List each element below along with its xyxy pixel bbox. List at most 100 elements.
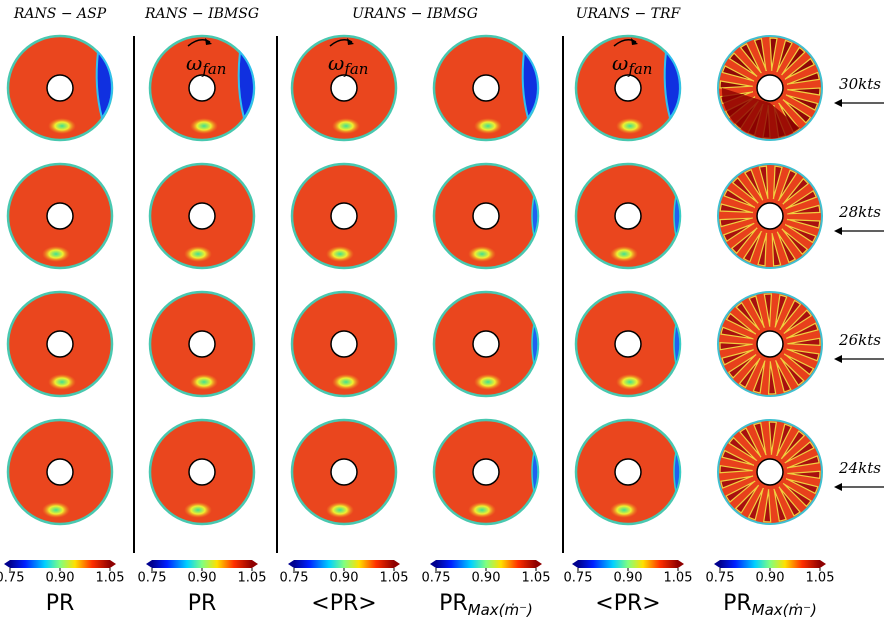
petal xyxy=(728,52,758,77)
contour-disc xyxy=(574,34,682,142)
petal xyxy=(723,188,755,209)
petal xyxy=(785,94,819,111)
hot-spot xyxy=(190,374,218,390)
petal xyxy=(727,353,757,379)
petal xyxy=(786,348,820,362)
hub xyxy=(614,330,642,358)
contour-disc xyxy=(6,418,114,526)
low-zone xyxy=(521,49,539,121)
contour-disc xyxy=(148,418,256,526)
petal xyxy=(778,486,801,517)
contour-disc xyxy=(574,162,682,270)
hot-spot xyxy=(474,374,502,390)
hot-spot xyxy=(48,374,76,390)
hub xyxy=(330,330,358,358)
label-main: PR xyxy=(46,591,75,616)
contour-disc xyxy=(6,34,114,142)
colorbar-label: PR xyxy=(188,591,217,616)
colorbar-tick-label: 0.75 xyxy=(0,571,24,586)
petal xyxy=(786,322,819,340)
hot-spot xyxy=(332,374,360,390)
arrow-head xyxy=(834,355,842,363)
colorbar-extend xyxy=(4,560,10,568)
colorbar-tick-label: 0.75 xyxy=(564,571,593,586)
petal xyxy=(757,232,768,267)
hub xyxy=(330,458,358,486)
row-label: 24kts xyxy=(838,459,881,477)
colorbar-tick-label: 1.05 xyxy=(380,571,409,586)
hub xyxy=(188,202,216,230)
petal xyxy=(753,38,768,71)
colorbar-extend xyxy=(572,560,578,568)
rotation-subscript: fan xyxy=(201,60,226,78)
petal xyxy=(739,427,762,458)
row-label: 28kts xyxy=(838,203,881,221)
hub xyxy=(756,74,784,102)
rotation-symbol: ω xyxy=(612,51,628,75)
colorbar-label: PRMax(ṁ⁻) xyxy=(439,591,533,619)
colorbar-tick-label: 1.05 xyxy=(238,571,267,586)
hub xyxy=(188,458,216,486)
hot-spot xyxy=(184,502,212,518)
contour-disc xyxy=(148,290,256,398)
label-subscript: Max(ṁ⁻) xyxy=(752,601,817,619)
colorbar-extend xyxy=(714,560,720,568)
colorbar-tick-label: 0.75 xyxy=(422,571,451,586)
hub xyxy=(330,74,358,102)
arrow-head xyxy=(834,227,842,235)
low-zone xyxy=(531,449,539,495)
petal xyxy=(771,233,782,267)
petal xyxy=(776,231,797,264)
label-main: <PR> xyxy=(595,591,660,616)
petal xyxy=(785,223,817,244)
contour-disc xyxy=(717,419,823,525)
petal xyxy=(758,165,769,199)
petal xyxy=(779,299,802,331)
rotation-label: ωfan xyxy=(612,51,652,79)
petal xyxy=(720,326,754,340)
hub xyxy=(46,330,74,358)
petal xyxy=(720,475,754,489)
arrow-head xyxy=(347,38,354,45)
colorbar-tick-label: 0.90 xyxy=(46,571,75,586)
colorbar-label: PRMax(ṁ⁻) xyxy=(723,591,817,619)
petal xyxy=(775,423,793,456)
petal xyxy=(781,228,809,256)
colorbar-tick-label: 1.05 xyxy=(522,571,551,586)
column-header: RANS − IBMSG xyxy=(144,6,259,22)
arrow-head xyxy=(205,38,212,45)
hub xyxy=(472,202,500,230)
rotation-symbol: ω xyxy=(328,51,344,75)
hub xyxy=(46,74,74,102)
low-zone xyxy=(531,321,539,367)
petal xyxy=(753,422,767,456)
colorbar xyxy=(152,560,252,568)
contour-disc xyxy=(574,418,682,526)
colorbar-label: PR xyxy=(46,591,75,616)
petal xyxy=(725,312,757,335)
contour-disc xyxy=(717,35,823,141)
petal xyxy=(783,353,815,376)
colorbar-tick-label: 0.75 xyxy=(280,571,309,586)
contour-disc xyxy=(6,290,114,398)
colorbar xyxy=(10,560,110,568)
petal xyxy=(784,57,816,81)
dark-zone xyxy=(721,88,800,139)
contour-disc xyxy=(432,34,540,142)
petal xyxy=(782,482,812,508)
colorbar-extend xyxy=(430,560,436,568)
hot-spot xyxy=(184,246,212,262)
colorbar-tick-label: 1.05 xyxy=(664,571,693,586)
hot-spot xyxy=(48,118,76,134)
petal xyxy=(763,293,773,327)
hot-spot xyxy=(190,118,218,134)
petal xyxy=(787,87,821,96)
contour-disc xyxy=(290,290,398,398)
label-main: PR xyxy=(723,591,752,616)
column-header: URANS − TRF xyxy=(576,6,682,22)
hub xyxy=(614,74,642,102)
petal xyxy=(721,348,754,366)
hub xyxy=(46,458,74,486)
petal xyxy=(738,357,761,389)
petal xyxy=(786,477,819,495)
